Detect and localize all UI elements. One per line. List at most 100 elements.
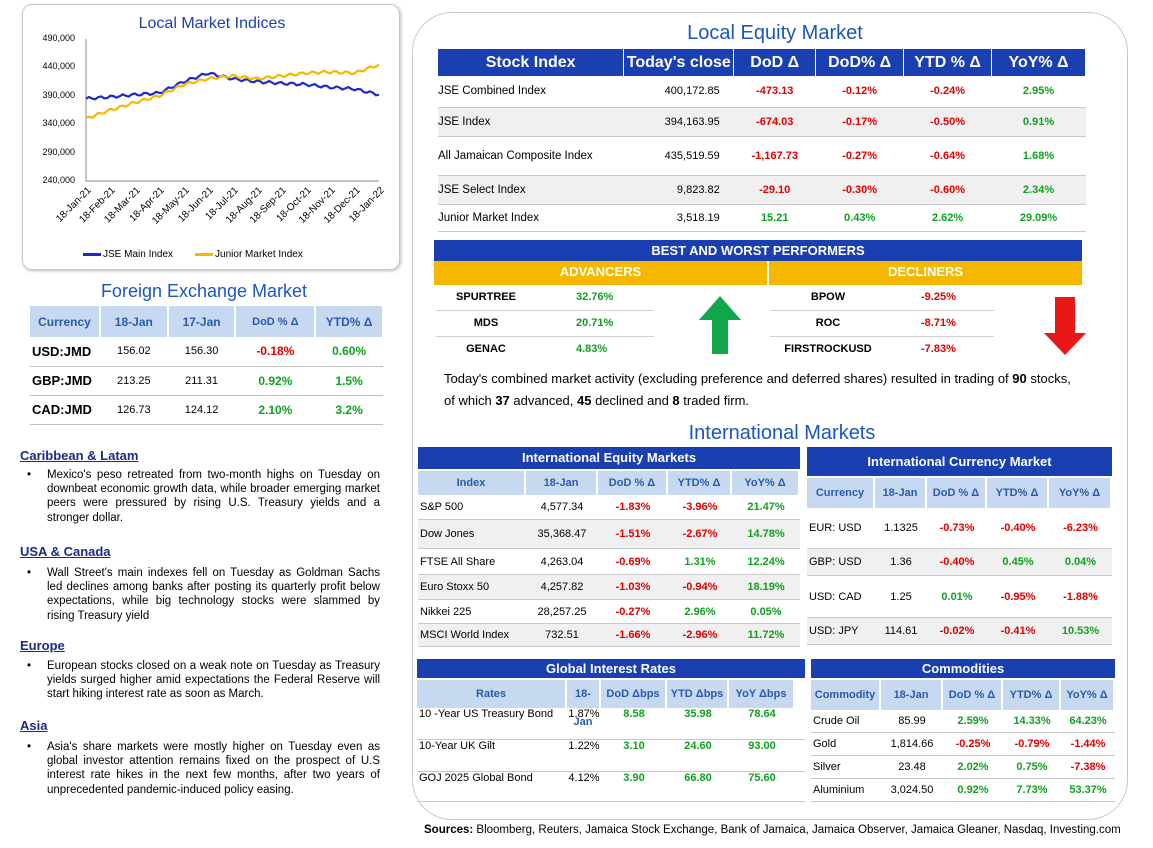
table-cell: 10.53% (1061, 625, 1100, 637)
table-cell: 53.37% (1069, 784, 1107, 796)
le-cell: 9,823.82 (623, 175, 734, 205)
decliners-header: DECLINERS (769, 261, 1082, 285)
performer-name: FIRSTROCKUSD (784, 343, 872, 355)
col-dod: DoD Δ (733, 49, 817, 76)
col-currency: Currency (30, 306, 101, 337)
column-header: YTD% Δ (1003, 680, 1061, 710)
table-cell: -2.67% (682, 528, 718, 540)
performer-change: 4.83% (576, 343, 608, 355)
le-cell: 394,163.95 (623, 107, 734, 137)
col-today-close: Today's close (623, 49, 735, 76)
divider (436, 310, 654, 311)
summary-declined: 45 (577, 393, 592, 408)
table-cell: Aluminium (813, 784, 865, 796)
best-worst-title: BEST AND WORST PERFORMERS (434, 240, 1082, 261)
col-yoy: YoY% Δ (991, 49, 1086, 76)
le-cell: -1,167.73 (733, 136, 816, 176)
table-cell: 18.19% (747, 581, 785, 593)
table-cell: 3.10 (623, 740, 645, 752)
table-cell: -1.83% (615, 501, 651, 513)
table-cell: -7.38% (1070, 761, 1106, 773)
news-body: Mexico's peso retreated from two-month h… (47, 469, 380, 524)
table-cell: 78.64 (748, 708, 776, 720)
table-cell: 0.45% (1002, 556, 1034, 568)
header-row: Index 18-Jan DoD % Δ YTD% Δ YoY% Δ (418, 471, 800, 495)
table-cell: 4,257.82 (540, 581, 584, 593)
fx-header-row: Currency 18-Jan 17-Jan DoD % Δ YTD% Δ (30, 306, 384, 337)
table-cell: 35.98 (684, 708, 712, 720)
table-cell: 93.00 (748, 740, 776, 752)
performer-name: BPOW (810, 291, 846, 303)
le-cell: Junior Market Index (438, 204, 624, 232)
divider (770, 336, 994, 337)
header-row: Rates 18-Jan DoD Δbps YTD Δbps YoY Δbps (417, 680, 805, 728)
column-header: DoD % Δ (943, 680, 1003, 710)
international-markets-title: International Markets (688, 422, 876, 444)
table-cell: 2.02% (957, 761, 989, 773)
le-cell: 2.34% (991, 175, 1086, 205)
le-cell: -0.24% (903, 76, 992, 108)
fx-row: CAD:JMD 126.73 124.12 2.10% 3.2% (30, 395, 383, 425)
divider (436, 336, 654, 337)
table-cell: -0.40% (939, 556, 975, 568)
advancers-header: ADVANCERS (434, 261, 767, 285)
le-cell: 0.91% (991, 107, 1086, 137)
table-cell: -0.69% (615, 555, 651, 568)
le-cell: 3,518.19 (623, 204, 734, 232)
performer-name: ROC (815, 317, 841, 329)
table-cell: 85.99 (898, 715, 926, 727)
table-cell: -6.23% (1063, 522, 1098, 534)
header-row: Currency 18-Jan DoD % Δ YTD% Δ YoY% Δ (807, 478, 1112, 508)
performer-change: 32.76% (576, 291, 614, 303)
table-row: 10 -Year US Treasury Bond 1.87% 8.58 35.98 7… (417, 708, 805, 740)
table-cell: 14.78% (747, 528, 785, 540)
summary-advanced: 37 (495, 393, 510, 408)
y-tick-label: 240,000 (42, 175, 75, 185)
table-cell: 0.04% (1064, 556, 1097, 568)
table-row: Gold 1,814.66 -0.25% -0.79% -1.44% (811, 733, 1115, 756)
news-heading: Asia (20, 718, 48, 733)
local-equity-table: Stock Index Today's close DoD Δ DoD% Δ Y… (438, 49, 1086, 232)
summary-total: 90 (1012, 371, 1027, 386)
axis-lines (85, 39, 379, 182)
summary-firm: 8 (672, 393, 680, 408)
column-header: Currency (807, 478, 875, 508)
table-cell: 4,263.04 (540, 555, 584, 568)
table-cell: 1.25 (890, 590, 912, 603)
table-cell: EUR: USD (809, 522, 862, 534)
table-cell: 2.59% (957, 715, 989, 727)
le-cell: -0.64% (903, 136, 992, 176)
table-cell: 1.1325 (884, 522, 918, 534)
local-equity-title: Local Equity Market (687, 22, 863, 44)
fx-cell: 211.31 (167, 366, 236, 396)
performer-change: -7.83% (921, 343, 956, 355)
table-cell: -0.41% (1000, 625, 1036, 637)
fx-cell: 0.60% (315, 337, 383, 367)
performer-change: 20.71% (576, 317, 614, 329)
column-header: YoY% Δ (1061, 680, 1115, 710)
chart-legend: JSE Main Index Junior Market Index (83, 249, 383, 260)
summary-text: traded firm. (679, 393, 750, 408)
y-tick-label: 490,000 (42, 33, 75, 43)
table-cell: 1,814.66 (890, 738, 934, 750)
table-cell: FTSE All Share (420, 555, 496, 568)
intl-currency-table: International Currency Market Currency 18-… (807, 447, 1112, 645)
table-cell: -3.96% (682, 501, 718, 513)
summary-text: advanced, (509, 393, 577, 408)
sources-text: Bloomberg, Reuters, Jamaica Stock Exchan… (473, 824, 1121, 836)
table-row: USD: CAD 1.25 0.01% -0.95% -1.88% (807, 576, 1112, 618)
table-row: EUR: USD 1.1325 -0.73% -0.40% -6.23% (807, 508, 1112, 549)
table-cell: 2.96% (684, 605, 716, 618)
table-cell: S&P 500 (420, 501, 464, 513)
table-cell: -2.96% (682, 629, 718, 641)
table-cell: -0.02% (939, 625, 975, 637)
sources-label: Sources: (424, 824, 474, 836)
table-title: International Currency Market (807, 447, 1112, 476)
news-body: Asia's share markets were mostly higher … (47, 741, 380, 796)
y-tick-label: 390,000 (42, 89, 75, 100)
le-row: JSE Select Index 9,823.82 -29.10 -0.30% -0.6… (438, 175, 1086, 205)
news-text: • European stocks closed on a weak note o… (27, 660, 380, 701)
le-cell: -0.60% (903, 175, 992, 205)
fx-cell: 1.5% (315, 366, 383, 396)
news-heading: Caribbean & Latam (20, 448, 139, 463)
